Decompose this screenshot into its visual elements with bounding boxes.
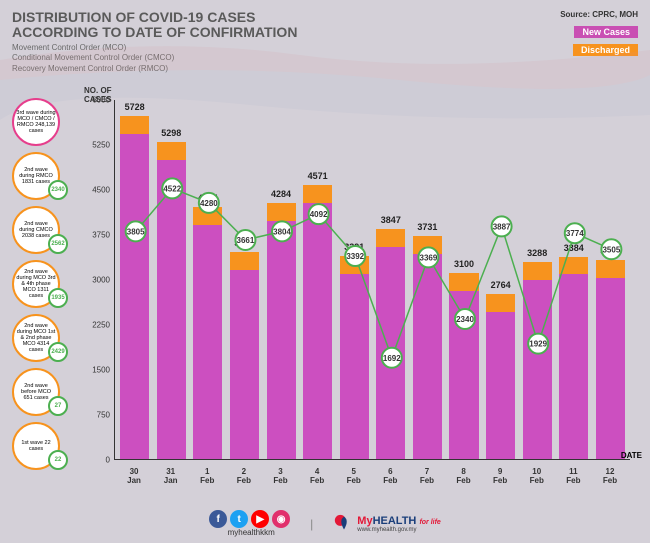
wave-badge: 2340 bbox=[48, 180, 68, 200]
bar: 5728 bbox=[120, 100, 149, 459]
wave-badge: 22 bbox=[48, 450, 68, 470]
x-tick: 30Jan bbox=[120, 468, 149, 486]
y-tick: 6000 bbox=[92, 95, 110, 104]
y-tick: 3000 bbox=[92, 275, 110, 284]
x-tick: 2Feb bbox=[229, 468, 258, 486]
wave-badge: 2562 bbox=[48, 234, 68, 254]
wave-summary-circles: 3rd wave during MCO / CMCO / RMCO 248,13… bbox=[12, 80, 80, 500]
x-tick: 7Feb bbox=[412, 468, 441, 486]
bar-value-label: 3100 bbox=[454, 259, 474, 269]
wave-circle: 2nd wave during RMCO 1831 cases2340 bbox=[12, 152, 60, 200]
bar-value-label: 4214 bbox=[198, 193, 218, 203]
facebook-icon[interactable]: f bbox=[209, 510, 227, 528]
wave-badge: 27 bbox=[48, 396, 68, 416]
footer: ft▶◉ myhealthkkm | MyHEALTH for life www… bbox=[0, 510, 650, 537]
brand-url: www.myhealth.gov.my bbox=[357, 527, 441, 533]
wave-circle: 1st wave 22 cases22 bbox=[12, 422, 60, 470]
y-tick: 1500 bbox=[92, 365, 110, 374]
x-tick: 12Feb bbox=[595, 468, 624, 486]
x-tick: 6Feb bbox=[376, 468, 405, 486]
bar: 4214 bbox=[193, 100, 222, 459]
bar: 3731 bbox=[413, 100, 442, 459]
instagram-icon[interactable]: ◉ bbox=[272, 510, 290, 528]
twitter-icon[interactable]: t bbox=[230, 510, 248, 528]
wave-circle: 2nd wave during MCO 3rd & 4th phase MCO … bbox=[12, 260, 60, 308]
bar: 2764 bbox=[486, 100, 515, 459]
bar-value-label: 3455 bbox=[234, 238, 254, 248]
source-label: Source: CPRC, MOH bbox=[560, 10, 638, 19]
y-tick: 5250 bbox=[92, 140, 110, 149]
youtube-icon[interactable]: ▶ bbox=[251, 510, 269, 528]
y-tick: 2250 bbox=[92, 320, 110, 329]
bar-value-label: 3731 bbox=[417, 222, 437, 232]
y-tick: 0 bbox=[106, 455, 110, 464]
brand-health: HEALTH bbox=[373, 515, 417, 527]
wave-circle: 3rd wave during MCO / CMCO / RMCO 248,13… bbox=[12, 98, 60, 146]
wave-badge: 1935 bbox=[48, 288, 68, 308]
bar-value-label: 5728 bbox=[125, 102, 145, 112]
bar: 4571 bbox=[303, 100, 332, 459]
y-tick: 4500 bbox=[92, 185, 110, 194]
brand-tag: for life bbox=[419, 519, 440, 526]
bar-value-label: 2764 bbox=[491, 280, 511, 290]
x-tick: 11Feb bbox=[559, 468, 588, 486]
bar: 3318 bbox=[596, 100, 625, 459]
bar: 4284 bbox=[267, 100, 296, 459]
bar: 3100 bbox=[449, 100, 478, 459]
x-axis: 30Jan 31Jan 1Feb 2Feb 3Feb 4Feb 5Feb 6Feb 7Feb 8F… bbox=[114, 468, 630, 486]
wave-circle: 2nd wave during CMCO 2038 cases2562 bbox=[12, 206, 60, 254]
x-tick: 8Feb bbox=[449, 468, 478, 486]
bar-value-label: 3384 bbox=[564, 243, 584, 253]
bar-value-label: 5298 bbox=[161, 128, 181, 138]
bar: 3391 bbox=[340, 100, 369, 459]
bar-value-label: 3318 bbox=[600, 246, 620, 256]
bar-value-label: 3847 bbox=[381, 215, 401, 225]
footer-divider: | bbox=[310, 517, 313, 531]
social-icons: ft▶◉ bbox=[209, 510, 290, 528]
x-tick: 1Feb bbox=[193, 468, 222, 486]
bar-value-label: 4571 bbox=[308, 171, 328, 181]
x-tick: 10Feb bbox=[522, 468, 551, 486]
bar: 3384 bbox=[559, 100, 588, 459]
x-tick: 31Jan bbox=[156, 468, 185, 486]
wave-circle: 2nd wave during MCO 1st & 2nd phase MCO … bbox=[12, 314, 60, 362]
wave-badge: 2429 bbox=[48, 342, 68, 362]
bar: 5298 bbox=[157, 100, 186, 459]
bar: 3455 bbox=[230, 100, 259, 459]
y-tick: 3750 bbox=[92, 230, 110, 239]
social-handle: myhealthkkm bbox=[212, 528, 290, 537]
y-axis: 07501500225030003750450052506000 bbox=[84, 100, 112, 460]
x-tick: 4Feb bbox=[303, 468, 332, 486]
myhealth-logo-icon bbox=[333, 513, 355, 535]
x-tick: 3Feb bbox=[266, 468, 295, 486]
myhealth-brand: MyHEALTH for life www.myhealth.gov.my bbox=[333, 513, 441, 535]
wave-circle: 2nd wave before MCO 651 cases27 bbox=[12, 368, 60, 416]
plot-area: 5728 5298 4214 3455 4284 4571 3391 3847 3731 3100… bbox=[114, 100, 630, 460]
title-line1: DISTRIBUTION OF COVID-19 CASES bbox=[12, 9, 255, 25]
chart: NO. OFCASES 0750150022503000375045005250… bbox=[84, 80, 638, 500]
bar: 3288 bbox=[523, 100, 552, 459]
brand-my: My bbox=[357, 515, 372, 527]
y-tick: 750 bbox=[97, 410, 110, 419]
bar-value-label: 4284 bbox=[271, 189, 291, 199]
x-tick: 9Feb bbox=[486, 468, 515, 486]
bar: 3847 bbox=[376, 100, 405, 459]
x-tick: 5Feb bbox=[339, 468, 368, 486]
bar-value-label: 3391 bbox=[344, 242, 364, 252]
date-axis-label: DATE bbox=[621, 451, 642, 460]
bar-value-label: 3288 bbox=[527, 248, 547, 258]
